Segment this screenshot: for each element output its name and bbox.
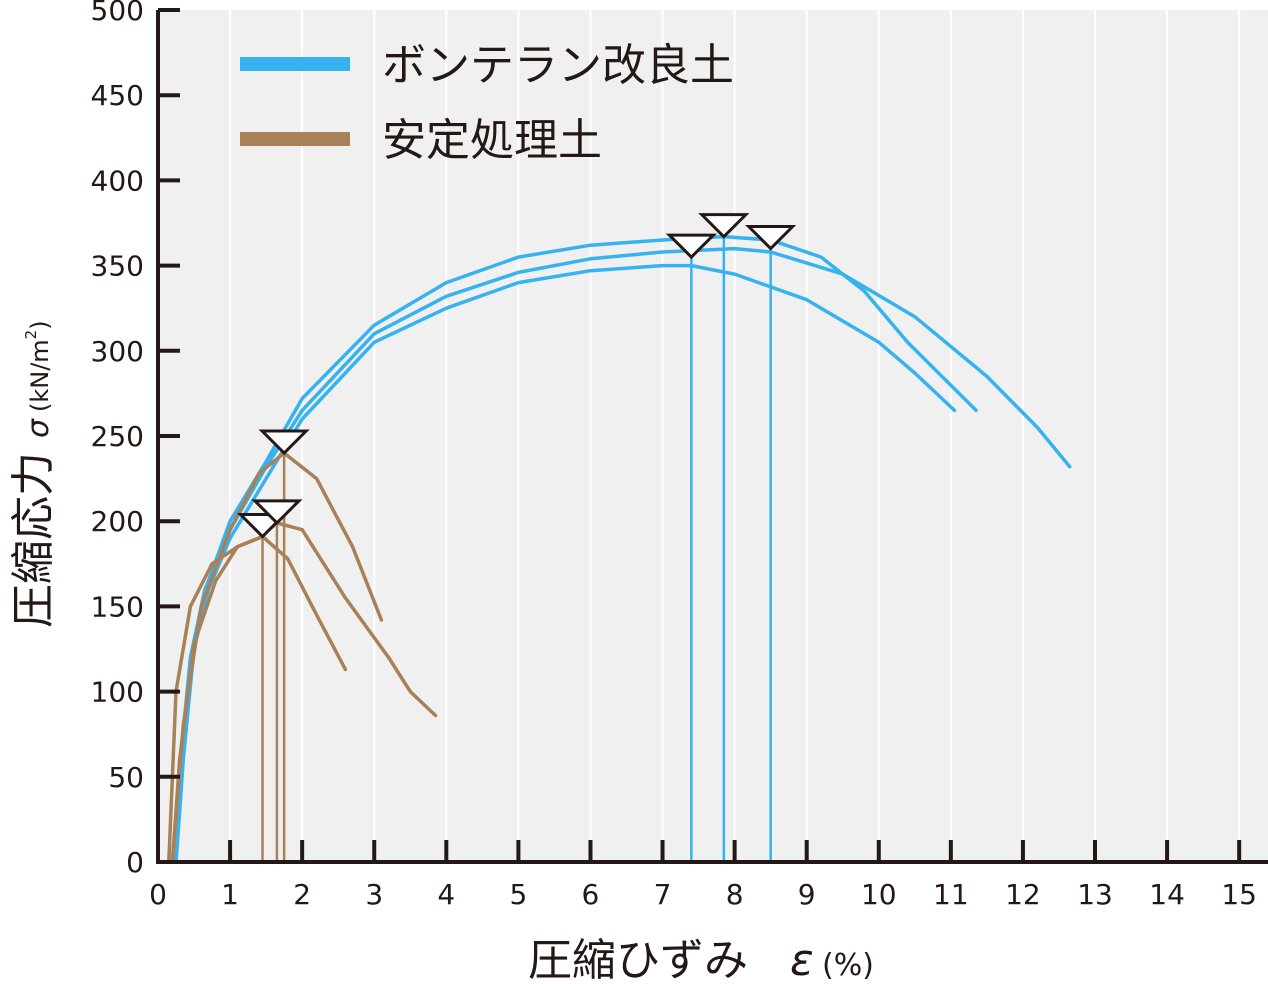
x-tick-label: 10 [861, 878, 897, 911]
peak-marker [698, 213, 750, 239]
x-tick-label: 3 [365, 878, 383, 911]
y-axis-title: 圧縮応力 [8, 452, 59, 628]
x-tick-label: 5 [509, 878, 527, 911]
x-axis-title: 圧縮ひずみ [528, 935, 748, 985]
peak-marker [745, 225, 797, 251]
legend-label: ボンテラン改良土 [382, 40, 734, 91]
legend-label: 安定処理土 [382, 115, 602, 166]
axis-titles: 圧縮ひずみ ε (%) 圧縮応力 σ (kN/m2) [8, 320, 874, 985]
y-axis-unit-close: ) [26, 320, 54, 329]
series-line [170, 246, 1072, 864]
series-line [174, 263, 957, 864]
x-tick-label: 15 [1221, 878, 1257, 911]
y-tick-label: 250 [91, 420, 144, 453]
x-tick-label: 14 [1149, 878, 1185, 911]
x-tick-label: 7 [654, 878, 672, 911]
peak-marker [258, 429, 310, 456]
y-tick-label: 100 [91, 676, 144, 709]
x-axis-symbol: ε [790, 935, 814, 985]
peak-marker [665, 233, 717, 260]
grid-lines [229, 10, 1241, 862]
y-tick-label: 350 [91, 250, 144, 283]
plot-background [158, 10, 1268, 862]
y-tick-label: 0 [126, 846, 144, 879]
x-tick-label: 8 [726, 878, 744, 911]
x-tick-label: 11 [933, 878, 969, 911]
x-tick-label: 2 [293, 878, 311, 911]
y-axis-unit-text: (kN/m [26, 339, 54, 412]
y-tick-label: 200 [91, 505, 144, 538]
y-tick-label: 150 [91, 590, 144, 623]
y-axis-symbol: σ [21, 418, 56, 438]
y-tick-label: 500 [91, 0, 144, 27]
x-tick-label: 12 [1005, 878, 1041, 911]
x-tick-label: 0 [149, 878, 167, 911]
series-layer [167, 213, 1072, 864]
y-tick-label: 450 [91, 79, 144, 112]
y-tick-label: 400 [91, 164, 144, 197]
series-line [170, 451, 384, 864]
x-tick-label: 1 [221, 878, 239, 911]
x-tick-label: 9 [798, 878, 816, 911]
x-axis-unit: (%) [822, 948, 874, 983]
y-axis-unit: (kN/m2) [22, 320, 54, 412]
x-tick-label: 13 [1077, 878, 1113, 911]
x-tick-label: 4 [437, 878, 455, 911]
x-tick-label: 6 [582, 878, 600, 911]
y-tick-label: 50 [108, 761, 144, 794]
y-tick-label: 300 [91, 335, 144, 368]
y-axis-unit-sup: 2 [22, 330, 40, 340]
peak-marker [251, 499, 303, 526]
